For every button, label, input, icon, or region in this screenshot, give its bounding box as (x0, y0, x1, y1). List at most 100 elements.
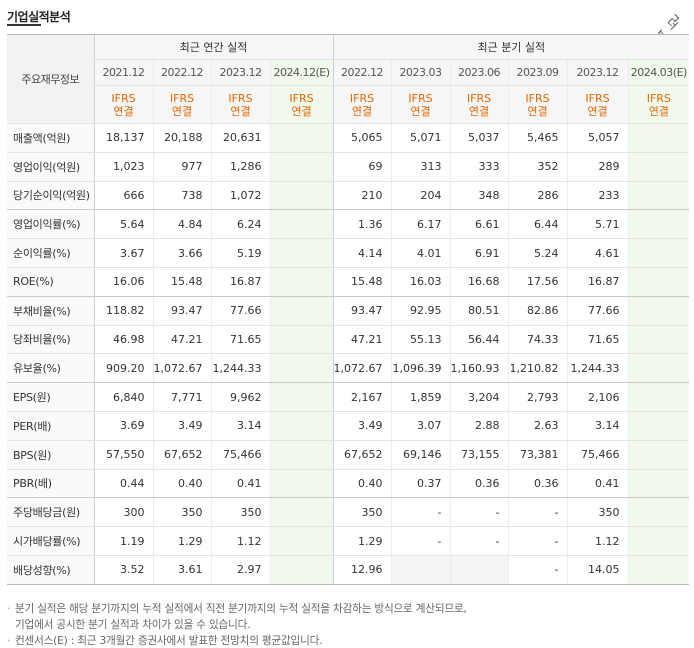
quarter-value-cell: 2,106 (566, 382, 629, 412)
annual-value-cell: 75,466 (210, 440, 270, 470)
footnote-quarterly-cont: 기업에서 공시한 분기 실적과 차이가 있을 수 있습니다. (15, 619, 251, 631)
quarter-value-cell: 1,859 (390, 382, 451, 412)
quarter-value-cell: 1.29 (332, 526, 392, 556)
quarter-value-cell: 5,071 (390, 123, 451, 153)
period-header-quarter-1: 2023.03 (390, 59, 451, 86)
annual-value-cell: 93.47 (152, 296, 211, 326)
title-underline (7, 24, 41, 26)
quarter-value-cell (627, 238, 690, 268)
annual-value-cell: 0.40 (152, 469, 211, 499)
row-label: EPS(원) (7, 382, 94, 412)
annual-value-cell (269, 267, 334, 297)
quarter-value-cell: 71.65 (566, 325, 629, 355)
quarter-value-cell: 12.96 (332, 555, 392, 585)
quarter-value-cell: 16.68 (449, 267, 509, 297)
period-header-annual-0: 2021.12 (93, 59, 153, 86)
quarter-value-cell: 77.66 (566, 296, 629, 326)
quarter-value-cell (627, 296, 690, 326)
quarter-value-cell: 3.49 (332, 411, 392, 441)
quarter-value-cell: 2.63 (507, 411, 568, 441)
quarter-value-cell: 2,793 (507, 382, 568, 412)
footnotes: · 분기 실적은 해당 분기까지의 누적 실적에서 직전 분기까지의 누적 실적을… (7, 601, 467, 648)
annual-value-cell: 666 (93, 181, 153, 211)
annual-value-cell (269, 497, 334, 528)
table-row: EPS(원) 6,840 7,771 9,962 2,167 1,859 3,204 2,79… (7, 382, 690, 412)
annual-value-cell: 9,962 (210, 382, 270, 412)
basis-header-annual-3: IFRS 연결 (269, 85, 334, 124)
quarter-value-cell: 73,381 (507, 440, 568, 470)
annual-value-cell (269, 526, 334, 556)
quarter-value-cell: 4.14 (332, 238, 392, 268)
annual-value-cell: 77.66 (210, 296, 270, 326)
quarter-value-cell: - (507, 497, 568, 528)
annual-value-cell: 1,072 (210, 181, 270, 211)
quarter-value-cell (627, 267, 690, 297)
annual-value-cell (269, 238, 334, 268)
quarter-value-cell: 4.01 (390, 238, 451, 268)
quarter-value-cell: 1.36 (332, 209, 392, 240)
table-row: 배당성향(%) 3.52 3.61 2.97 12.96 -14.05 (7, 555, 690, 585)
quarter-value-cell: 6.17 (390, 209, 451, 240)
annual-value-cell: 5.64 (93, 209, 153, 240)
basis-scope: 연결 (171, 104, 193, 118)
quarter-value-cell: 17.56 (507, 267, 568, 297)
quarter-value-cell: 0.36 (507, 469, 568, 499)
annual-value-cell: 67,652 (152, 440, 211, 470)
quarter-value-cell: 47.21 (332, 325, 392, 355)
period-header-annual-1: 2022.12 (152, 59, 211, 86)
quarter-value-cell: - (390, 526, 451, 556)
annual-value-cell (269, 123, 334, 153)
quarter-value-cell: - (390, 497, 451, 528)
quarter-value-cell (627, 497, 690, 528)
period-header-annual-2: 2023.12 (210, 59, 270, 86)
quarter-value-cell: 67,652 (332, 440, 392, 470)
quarter-value-cell: 6.91 (449, 238, 509, 268)
annual-value-cell: 16.06 (93, 267, 153, 297)
annual-value-cell: 3.14 (210, 411, 270, 441)
quarter-value-cell: 56.44 (449, 325, 509, 355)
quarter-value-cell: 6.61 (449, 209, 509, 240)
quarter-value-cell (627, 526, 690, 556)
basis-standard: IFRS (646, 91, 671, 105)
footnote-quarterly: · 분기 실적은 해당 분기까지의 누적 실적에서 직전 분기까지의 누적 실적을… (7, 603, 467, 615)
row-label: 배당성향(%) (7, 555, 94, 585)
annual-value-cell: 3.66 (152, 238, 211, 268)
quarter-value-cell: 69 (332, 152, 392, 182)
table-row: PBR(배) 0.44 0.40 0.41 0.40 0.37 0.36 0.36 0.41 (7, 469, 690, 499)
row-label: 부채비율(%) (7, 296, 94, 326)
quarter-value-cell: 92.95 (390, 296, 451, 326)
table-row: 당기순이익(억원) 666 738 1,072 210 204 348 286 233 (7, 181, 690, 211)
quarter-value-cell: - (507, 526, 568, 556)
annual-value-cell: 738 (152, 181, 211, 211)
annual-value-cell: 118.82 (93, 296, 153, 326)
quarter-value-cell: 289 (566, 152, 629, 182)
annual-value-cell: 6.24 (210, 209, 270, 240)
quarter-value-cell: 2,167 (332, 382, 392, 412)
basis-standard: IFRS (289, 91, 314, 105)
annual-value-cell: 6,840 (93, 382, 153, 412)
row-label: 시가배당률(%) (7, 526, 94, 556)
quarter-value-cell: 3.07 (390, 411, 451, 441)
annual-value-cell (269, 181, 334, 211)
table-row: 주당배당금(원) 300 350 350 350- - -350 (7, 497, 690, 528)
footnote-consensus: · 컨센서스(E) : 최근 3개월간 증권사에서 발표한 전망치의 평균값입니다… (7, 635, 323, 647)
basis-header-annual-1: IFRS 연결 (152, 85, 211, 124)
annual-group-header: 최근 연간 실적 (93, 34, 334, 60)
table-row: 순이익률(%) 3.67 3.66 5.19 4.14 4.01 6.91 5.24 4.61 (7, 238, 690, 268)
table-row: BPS(원) 57,550 67,652 75,466 67,652 69,146 73,1… (7, 440, 690, 470)
quarter-value-cell: 16.03 (390, 267, 451, 297)
quarter-value-cell: 5.71 (566, 209, 629, 240)
basis-header-annual-2: IFRS 연결 (210, 85, 270, 124)
annual-value-cell (269, 382, 334, 412)
annual-value-cell: 57,550 (93, 440, 153, 470)
basis-scope: 연결 (230, 104, 251, 118)
quarter-value-cell: 313 (390, 152, 451, 182)
annual-value-cell: 47.21 (152, 325, 211, 355)
annual-value-cell: 20,188 (152, 123, 211, 153)
quarter-value-cell: 93.47 (332, 296, 392, 326)
annual-value-cell (269, 209, 334, 240)
annual-value-cell: 20,631 (210, 123, 270, 153)
quarter-value-cell (627, 123, 690, 153)
row-header-label: 주요재무정보 (7, 34, 94, 124)
annual-value-cell: 15.48 (152, 267, 211, 297)
